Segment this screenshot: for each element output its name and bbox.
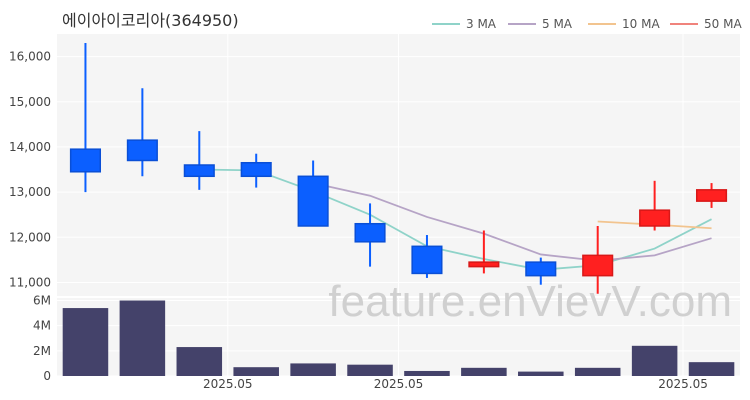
- candle-body: [411, 245, 443, 275]
- candle: [639, 180, 671, 231]
- volume-bar: [233, 367, 279, 376]
- legend-label: 5 MA: [542, 17, 573, 31]
- ma-line: [199, 168, 712, 271]
- candle-body: [468, 261, 500, 268]
- volume-bar: [119, 300, 166, 376]
- volume-bar: [290, 363, 336, 376]
- grid-lines: [57, 34, 740, 377]
- candle-body: [354, 222, 386, 243]
- volume-tick-label: 0: [43, 369, 51, 383]
- y-tick-label: 13,000: [9, 185, 51, 199]
- volume-bar: [574, 367, 621, 376]
- candle: [183, 131, 215, 190]
- ma-line: [312, 182, 712, 262]
- axes: 11,000 12,000 13,000 14,000 15,000 16,000 0 2M 4…: [9, 50, 708, 391]
- volume-bar: [347, 364, 393, 376]
- volume-bar: [404, 370, 450, 376]
- volume-bar: [688, 362, 735, 376]
- candle-body: [69, 148, 102, 173]
- candle-body: [297, 175, 329, 227]
- x-tick-label: 2025.05: [203, 377, 253, 391]
- candle: [525, 257, 557, 285]
- legend-item[interactable]: 50 MA: [670, 17, 742, 31]
- volume-bar: [518, 371, 564, 376]
- legend-label: 3 MA: [466, 17, 497, 31]
- watermark: feature.enVievV.com: [328, 277, 732, 326]
- candle-body: [639, 209, 671, 227]
- legend-item[interactable]: 3 MA: [432, 17, 497, 31]
- candle-body: [695, 189, 728, 202]
- candle: [240, 153, 272, 188]
- x-tick-label: 2025.05: [374, 377, 424, 391]
- volume-bar: [461, 367, 507, 376]
- volume-tick-label: 4M: [33, 319, 51, 333]
- y-tick-label: 11,000: [9, 275, 51, 289]
- candle-body: [240, 161, 272, 178]
- candles: [69, 43, 728, 294]
- candle: [582, 225, 614, 294]
- legend-item[interactable]: 5 MA: [508, 17, 573, 31]
- y-tick-label: 12,000: [9, 230, 51, 244]
- legend-label: 50 MA: [704, 17, 742, 31]
- y-tick-label: 15,000: [9, 95, 51, 109]
- volume-bar: [62, 308, 109, 376]
- legend-label: 10 MA: [622, 17, 660, 31]
- volume-bar: [631, 345, 678, 376]
- volume-bars: [62, 300, 735, 376]
- candle: [69, 43, 102, 193]
- volume-tick-label: 2M: [33, 344, 51, 358]
- volume-bar: [176, 347, 223, 376]
- candle: [695, 183, 728, 208]
- chart-title: 에이아이코리아(364950): [62, 11, 239, 30]
- y-tick-label: 16,000: [9, 50, 51, 64]
- candle: [354, 203, 386, 267]
- candle: [411, 235, 443, 278]
- candle: [126, 88, 158, 177]
- candle-body: [183, 164, 215, 178]
- candle-body: [126, 139, 158, 162]
- x-tick-label: 2025.05: [658, 377, 708, 391]
- candle: [468, 230, 500, 274]
- candle-body: [582, 254, 614, 277]
- candle-body: [525, 261, 557, 277]
- legend[interactable]: 3 MA 5 MA 10 MA 50 MA: [432, 17, 742, 31]
- candle: [297, 160, 329, 227]
- y-tick-label: 14,000: [9, 140, 51, 154]
- volume-tick-label: 6M: [33, 294, 51, 308]
- legend-item[interactable]: 10 MA: [588, 17, 660, 31]
